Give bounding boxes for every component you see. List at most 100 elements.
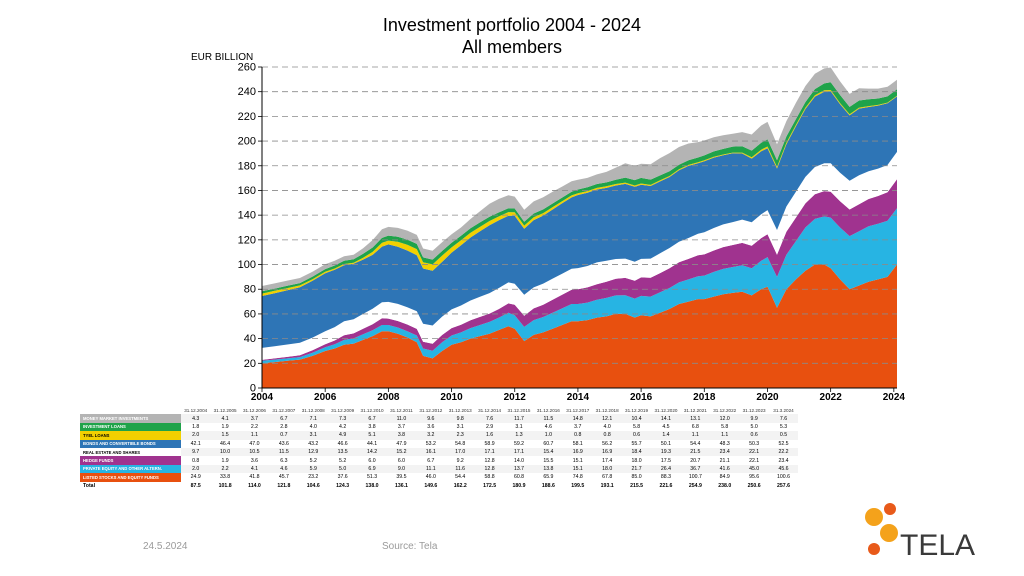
table-cell: 3.8 bbox=[397, 432, 406, 439]
table-cell: 11.5 bbox=[543, 415, 554, 422]
table-total-cell: 138.0 bbox=[365, 482, 379, 489]
table-cell: 0.5 bbox=[779, 432, 788, 439]
table-row: MONEY MARKET INVESTMENTS 4.3 4.1 3.7 6.7 7.1 7… bbox=[80, 414, 799, 423]
y-axis-label: EUR BILLION bbox=[191, 52, 253, 63]
table-cell: 39.5 bbox=[396, 474, 407, 481]
table-cell: 1.9 bbox=[221, 423, 229, 430]
table-date-header: 31.12.2023 bbox=[742, 407, 766, 413]
table-cell: 10.0 bbox=[220, 449, 231, 456]
logo-dot-bottom bbox=[868, 543, 880, 555]
table-date-header: 31.12.2013 bbox=[448, 407, 472, 413]
table-cell: 47.9 bbox=[396, 440, 407, 447]
table-cell: 53.2 bbox=[425, 440, 436, 447]
table-cell: 1.1 bbox=[721, 432, 729, 439]
table-cell: 58.8 bbox=[484, 474, 495, 481]
table-date-header: 31.12.2019 bbox=[625, 407, 649, 413]
table-cell: 7.6 bbox=[485, 415, 494, 422]
y-tick-label: 260 bbox=[238, 62, 256, 74]
table-row: BONDS AND CONVERTIBLE BONDS 42.1 46.4 47.0 4… bbox=[80, 439, 798, 448]
table-cell: 15.1 bbox=[572, 465, 583, 472]
table-cell: 4.6 bbox=[544, 423, 552, 430]
table-cell: 60.8 bbox=[513, 474, 525, 481]
table-date-header: 31.12.2006 bbox=[242, 407, 266, 413]
table-date-header: 31.12.2022 bbox=[713, 407, 737, 413]
table-cell: 52.5 bbox=[778, 440, 789, 447]
table-cell: 2.2 bbox=[221, 465, 229, 472]
table-cell: 3.1 bbox=[456, 423, 464, 430]
table-cell: 43.6 bbox=[278, 440, 289, 447]
table-cell: 5.0 bbox=[750, 423, 758, 430]
table-cell: 16.9 bbox=[572, 449, 583, 456]
table-cell: 4.1 bbox=[221, 415, 229, 422]
table-cell: 16.1 bbox=[425, 449, 436, 456]
table-cell: 5.3 bbox=[779, 423, 788, 430]
table-date-header: 31.12.2011 bbox=[390, 407, 413, 413]
table-cell: 19.3 bbox=[660, 449, 671, 456]
logo-dot-top-left bbox=[865, 508, 883, 526]
table-total-label: Total bbox=[80, 481, 181, 490]
table-cell: 1.1 bbox=[691, 432, 699, 439]
table-cell: 44.1 bbox=[366, 440, 378, 447]
table-total-cell: 104.6 bbox=[306, 482, 320, 489]
table-cell: 14.2 bbox=[366, 449, 378, 456]
y-tick-label: 100 bbox=[238, 259, 256, 271]
table-total-cell: 87.5 bbox=[190, 482, 201, 489]
table-cell: 14.8 bbox=[572, 415, 583, 422]
table-cell: 12.9 bbox=[308, 449, 319, 456]
table-cell: 1.0 bbox=[544, 432, 552, 439]
table-cell: 3.6 bbox=[250, 457, 259, 464]
footer-date: 24.5.2024 bbox=[143, 541, 188, 552]
table-cell: 85.0 bbox=[631, 474, 642, 481]
chart-title-line2: All members bbox=[461, 37, 563, 57]
table-date-header: 31.12.2016 bbox=[536, 407, 560, 413]
table-total-cell: 149.6 bbox=[424, 482, 438, 489]
table-total-cell: 101.8 bbox=[218, 482, 232, 489]
table-cell: 0.7 bbox=[280, 432, 288, 439]
table-cell: 58.1 bbox=[572, 440, 583, 447]
table-cell: 5.8 bbox=[632, 423, 641, 430]
area-tyel-loans bbox=[262, 90, 897, 296]
area-listed-stocks-and-equity-funds bbox=[262, 264, 897, 388]
table-cell: 6.0 bbox=[397, 457, 406, 464]
table-date-header: 31.12.2017 bbox=[566, 407, 590, 413]
table-cell: 48.3 bbox=[719, 440, 730, 447]
table-cell: 23.4 bbox=[778, 457, 789, 464]
axes: 0 20 40 60 80 100 120 140 160 180 200 220 240 260 2004… bbox=[238, 62, 906, 404]
table-cell: 6.7 bbox=[280, 415, 288, 422]
data-table: 31.12.2004 31.12.2005 31.12.2006 31.12.2007… bbox=[80, 406, 799, 490]
table-row-label: TYEL LOANS bbox=[80, 431, 181, 440]
table-total-cell: 238.0 bbox=[718, 482, 732, 489]
table-cell: 9.8 bbox=[456, 415, 464, 422]
table-cell: 16.9 bbox=[602, 449, 613, 456]
table-cell: 37.6 bbox=[337, 474, 348, 481]
table-cell: 54.8 bbox=[455, 440, 466, 447]
table-cell: 54.4 bbox=[690, 440, 701, 447]
y-tick-label: 200 bbox=[238, 136, 256, 148]
y-tick-label: 20 bbox=[244, 358, 256, 370]
table-cell: 7.6 bbox=[779, 415, 788, 422]
table-cell: 46.0 bbox=[425, 474, 436, 481]
table-cell: 21.7 bbox=[631, 465, 642, 472]
table-cell: 14.1 bbox=[660, 415, 671, 422]
table-row-label: LISTED STOCKS AND EQUITY FUNDS bbox=[80, 473, 181, 482]
table-cell: 6.7 bbox=[368, 415, 376, 422]
table-date-header: 31.12.2008 bbox=[301, 407, 325, 413]
table-cell: 2.2 bbox=[250, 423, 259, 430]
table-cell: 15.4 bbox=[543, 449, 554, 456]
chart-title: Investment portfolio 2004 - 2024 All mem… bbox=[0, 14, 1024, 58]
table-row: LISTED STOCKS AND EQUITY FUNDS 24.9 33.8 41… bbox=[80, 473, 798, 482]
table-cell: 5.0 bbox=[339, 465, 347, 472]
table-cell: 58.9 bbox=[484, 440, 495, 447]
table-total-cell: 221.6 bbox=[659, 482, 673, 489]
table-cell: 23.2 bbox=[308, 474, 319, 481]
table-cell: 3.1 bbox=[309, 432, 317, 439]
table-cell: 7.3 bbox=[339, 415, 347, 422]
x-tick-label: 2014 bbox=[567, 392, 590, 403]
table-cell: 43.2 bbox=[308, 440, 319, 447]
table-cell: 17.1 bbox=[513, 449, 525, 456]
table-cell: 11.7 bbox=[514, 415, 524, 422]
table-cell: 5.2 bbox=[339, 457, 347, 464]
table-cell: 3.6 bbox=[427, 423, 435, 430]
y-tick-label: 40 bbox=[244, 333, 256, 345]
table-cell: 24.9 bbox=[190, 474, 201, 481]
